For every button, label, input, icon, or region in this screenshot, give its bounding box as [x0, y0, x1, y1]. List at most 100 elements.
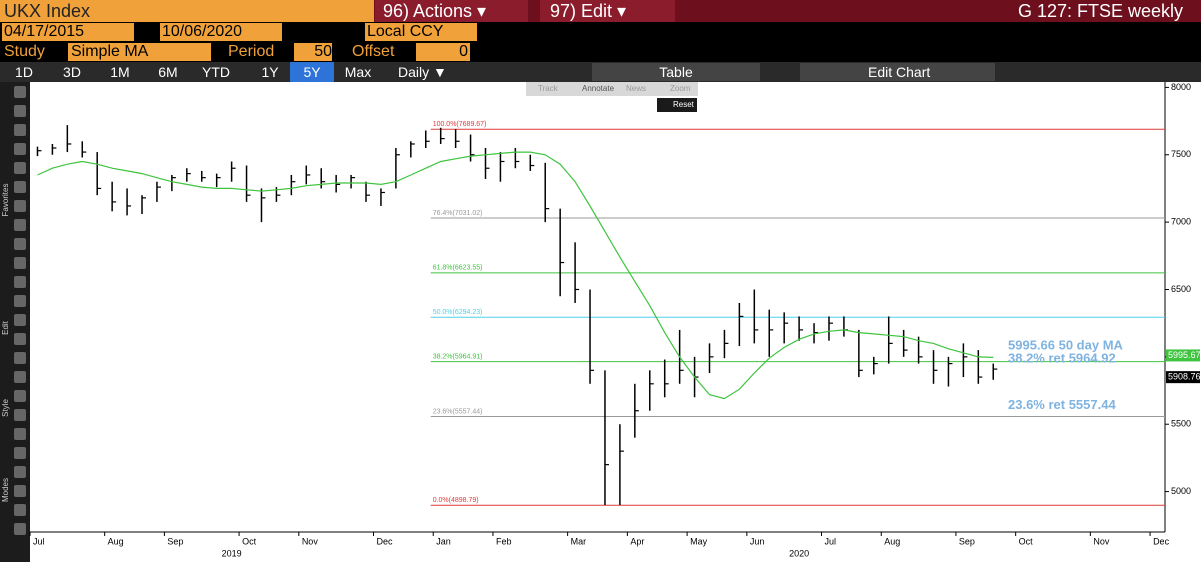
edit-chart-button[interactable]: Edit Chart — [800, 63, 995, 81]
range-bar: Daily ▼ Table Edit Chart 1D 3D 1M 6M YTD 1Y 5Y… — [0, 62, 1201, 82]
x-tick-label: Jul — [825, 536, 837, 546]
sidebar-label: Edit — [1, 320, 10, 335]
tool-icon — [14, 276, 26, 288]
reset-button — [657, 98, 697, 112]
range-button[interactable]: 1M — [110, 64, 130, 80]
y-tick-label: 7500 — [1171, 149, 1191, 159]
page-title: G 127: FTSE weekly — [1017, 1, 1183, 21]
sidebar-label: Modes — [1, 478, 10, 502]
range-button[interactable]: 3D — [63, 64, 81, 80]
fib-label: 50.0%(6294.23) — [433, 309, 483, 316]
tool-icon — [14, 371, 26, 383]
tool-icon — [14, 352, 26, 364]
range-button[interactable]: 6M — [158, 64, 178, 80]
tool-icon — [14, 105, 26, 117]
sidebar-label: Favorites — [1, 184, 10, 217]
y-tick-label: 5000 — [1171, 486, 1191, 496]
tool-icon — [14, 257, 26, 269]
x-tick-label: Aug — [108, 536, 124, 546]
x-tick-label: Sep — [167, 536, 183, 546]
fib-label: 23.6%(5557.44) — [433, 408, 483, 415]
tool-icon — [14, 428, 26, 440]
range-button[interactable]: YTD — [202, 64, 230, 80]
study[interactable]: Simple MA — [68, 43, 211, 61]
tool-icon — [14, 238, 26, 250]
popup-item: Annotate — [582, 84, 615, 93]
x-tick-label: Dec — [376, 536, 393, 546]
tool-icon — [14, 143, 26, 155]
tool-icon — [14, 219, 26, 231]
fib-label: 38.2%(5964.91) — [433, 353, 483, 360]
x-tick-label: Jul — [33, 536, 45, 546]
popup-item: News — [626, 84, 646, 93]
start-date[interactable]: 04/17/2015 — [2, 23, 134, 41]
x-tick-label: Jun — [750, 536, 765, 546]
price-tag — [1166, 349, 1200, 362]
price-tag-label: 5995.67 — [1168, 350, 1201, 360]
ma-line — [37, 151, 994, 400]
range-button[interactable]: 1Y — [261, 64, 279, 80]
tool-icon — [14, 314, 26, 326]
range-button[interactable]: 1D — [15, 64, 33, 80]
annotation: 5995.66 50 day MA — [1008, 338, 1124, 353]
tool-icon — [14, 124, 26, 136]
x-tick-label: Feb — [496, 536, 512, 546]
tool-icon — [14, 409, 26, 421]
range-button[interactable]: Max — [344, 64, 372, 80]
plot-area — [30, 82, 1201, 562]
sidebar-label: Style — [1, 399, 10, 417]
y-tick-label: 6500 — [1171, 284, 1191, 294]
tool-icon — [14, 162, 26, 174]
x-tick-label: Apr — [630, 536, 644, 546]
x-tick-label: May — [690, 536, 708, 546]
study-label: Study — [4, 43, 45, 60]
x-tick-label: Sep — [959, 536, 975, 546]
edit-menu[interactable]: 97) Edit ▾ — [540, 0, 675, 22]
period-label: Period — [228, 43, 275, 60]
x-tick-label: Dec — [1153, 536, 1170, 546]
x-tick-label: Mar — [571, 536, 587, 546]
tool-icon — [14, 485, 26, 497]
tool-icon — [14, 200, 26, 212]
table-button[interactable]: Table — [592, 63, 760, 81]
tool-icon — [14, 447, 26, 459]
year-label: 2019 — [222, 548, 242, 558]
study-bar: Study Simple MA Period 50 Offset 0 — [0, 42, 1201, 62]
frequency[interactable]: Daily ▼ — [398, 64, 447, 80]
price-tag-label: 5908.76 — [1168, 372, 1201, 382]
end-date[interactable]: 10/06/2020 — [160, 23, 282, 41]
popup-item: Track — [538, 84, 559, 93]
currency[interactable]: Local CCY — [365, 23, 477, 41]
tool-icon — [14, 181, 26, 193]
y-tick-label: 5500 — [1171, 419, 1191, 429]
reset-label: Reset — [673, 100, 695, 109]
price-tag — [1166, 371, 1200, 384]
actions-menu[interactable]: 96) Actions ▾ — [375, 0, 528, 22]
tool-icon — [14, 295, 26, 307]
y-tick-label: 7000 — [1171, 216, 1191, 226]
tool-icon — [14, 466, 26, 478]
fib-label: 76.4%(7031.02) — [433, 210, 483, 217]
fib-label: 61.8%(6623.55) — [433, 265, 483, 272]
annotation: 23.6% ret 5557.44 — [1008, 397, 1116, 412]
x-tick-label: Nov — [1093, 536, 1110, 546]
tool-icon — [14, 333, 26, 345]
x-tick-label: Oct — [242, 536, 257, 546]
header-bar: UKX Index 96) Actions ▾ 97) Edit ▾ G 127… — [0, 0, 1201, 22]
x-tick-label: Nov — [302, 536, 319, 546]
tool-icon — [14, 523, 26, 535]
range-button[interactable]: 5Y — [290, 62, 334, 82]
date-bar: 04/17/2015 10/06/2020 Local CCY — [0, 22, 1201, 42]
year-label: 2020 — [789, 548, 809, 558]
tool-icon — [14, 390, 26, 402]
offset[interactable]: 0 — [416, 43, 470, 61]
x-tick-label: Jan — [436, 536, 451, 546]
fib-label: 100.0%(7689.67) — [433, 121, 487, 128]
tool-icon — [14, 86, 26, 98]
popup-item: Zoom — [670, 84, 691, 93]
fib-label: 0.0%(4898.79) — [433, 497, 479, 504]
period[interactable]: 50 — [294, 43, 332, 61]
security[interactable]: UKX Index — [0, 0, 374, 22]
